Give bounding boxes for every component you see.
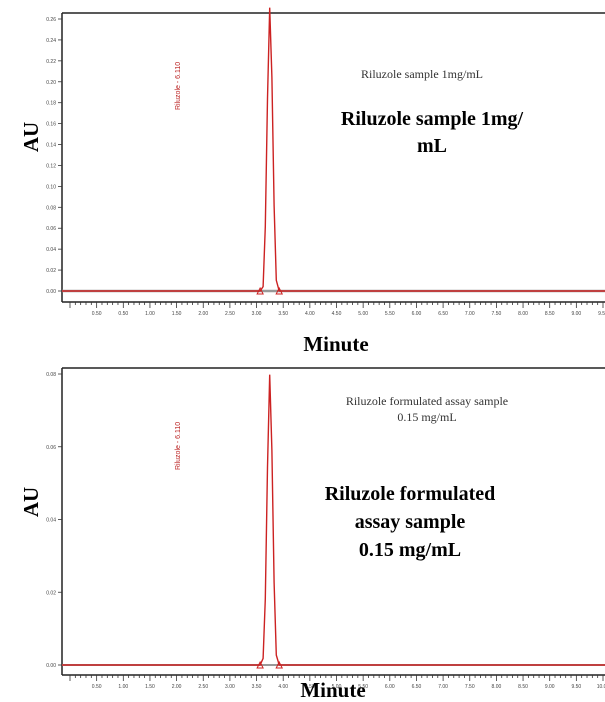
- peak-boundary-marker: [275, 660, 284, 669]
- chart-2-series-line: [62, 374, 605, 666]
- y-tick-label: 0.14: [46, 143, 56, 149]
- x-tick-label: 6.00: [385, 684, 395, 690]
- chart-2-x-axis-title: Minute: [300, 678, 365, 702]
- y-tick-label: 0.04: [46, 518, 56, 524]
- y-tick-label: 0.18: [46, 101, 56, 107]
- x-tick-label: 8.50: [545, 311, 555, 317]
- chart-1-x-ticks: 0.50 0.50 1.00 1.50 2.00 2.50 3.00 3.50 4.00 4.50…: [69, 302, 605, 317]
- y-tick-label: 0.02: [46, 268, 56, 274]
- x-tick-label: 0.50: [92, 311, 102, 317]
- x-tick-label: 9.50: [598, 311, 605, 317]
- x-tick-label: 1.00: [118, 684, 128, 690]
- x-tick-label: 9.50: [571, 684, 581, 690]
- x-tick-label: 9.00: [571, 311, 581, 317]
- chart-2-x-ticks: 0.50 1.00 1.50 2.00 2.50 3.00 3.50 4.00 4.50 5.00…: [69, 675, 605, 690]
- peak-boundary-marker: [256, 286, 264, 295]
- x-tick-label: 5.50: [385, 311, 395, 317]
- x-tick-label: 9.00: [545, 684, 555, 690]
- chart-1-peak-markers: [256, 286, 284, 295]
- x-tick-label: 3.00: [252, 311, 262, 317]
- x-tick-label: 7.50: [465, 684, 475, 690]
- x-tick-label: 4.50: [305, 684, 315, 690]
- x-tick-label: 8.50: [518, 684, 528, 690]
- y-tick-label: 0.04: [46, 247, 56, 253]
- y-tick-label: 0.12: [46, 163, 56, 169]
- chart-2-y-axis-title: AU: [19, 487, 43, 517]
- chart-1-peak-label: Riluzole - 6.110: [175, 62, 182, 110]
- chart-1-x-axis-title: Minute: [303, 332, 368, 356]
- x-tick-label: 7.00: [465, 311, 475, 317]
- x-tick-label: 6.50: [412, 684, 422, 690]
- x-tick-label: 2.50: [198, 684, 208, 690]
- y-tick-label: 0.06: [46, 226, 56, 232]
- x-tick-label: 1.00: [145, 311, 155, 317]
- y-tick-label: 0.08: [46, 205, 56, 211]
- x-tick-label: 0.50: [118, 311, 128, 317]
- x-tick-label: 4.00: [305, 311, 315, 317]
- chart-2-y-ticks: 0.00 0.02 0.04 0.06 0.08: [46, 372, 62, 669]
- y-tick-label: 0.02: [46, 590, 56, 596]
- chart-2-peak-markers: [256, 660, 284, 669]
- x-tick-label: 3.50: [278, 311, 288, 317]
- x-tick-label: 5.00: [358, 311, 368, 317]
- x-tick-label: 1.50: [145, 684, 155, 690]
- x-tick-label: 4.50: [332, 311, 342, 317]
- y-tick-label: 0.26: [46, 17, 56, 23]
- chart-1-y-axis-title: AU: [19, 122, 43, 152]
- chart-2-caption-line-3: 0.15 mg/mL: [359, 539, 461, 561]
- x-tick-label: 6.50: [438, 311, 448, 317]
- x-tick-label: 5.50: [358, 684, 368, 690]
- chart-1-legend-text: Riluzole sample 1mg/mL: [361, 67, 483, 81]
- chart-2-peak-label: Riluzole - 6.110: [175, 422, 182, 470]
- x-tick-label: 2.00: [172, 684, 182, 690]
- y-tick-label: 0.06: [46, 445, 56, 451]
- x-tick-label: 0.50: [92, 684, 102, 690]
- chart-2-legend-line-2: 0.15 mg/mL: [397, 410, 456, 424]
- x-tick-label: 1.50: [172, 311, 182, 317]
- x-tick-label: 7.00: [438, 684, 448, 690]
- chart-2: 0.00 0.02 0.04 0.06 0.08 0.50 1.00 1.50 2.00 2.5…: [19, 367, 605, 702]
- x-tick-label: 3.50: [252, 684, 262, 690]
- chart-1: 0.00 0.02 0.04 0.06 0.08 0.10 0.12 0.14 0.16 0.18…: [19, 7, 605, 356]
- chart-1-caption-line-1: Riluzole sample 1mg/: [341, 108, 524, 130]
- peak-boundary-marker: [256, 660, 264, 669]
- y-tick-label: 0.00: [46, 289, 56, 295]
- chart-2-caption-line-1: Riluzole formulated: [325, 483, 496, 505]
- chart-2-legend-line-1: Riluzole formulated assay sample: [346, 394, 508, 408]
- y-tick-label: 0.24: [46, 38, 56, 44]
- y-tick-label: 0.00: [46, 663, 56, 669]
- chart-1-series-line: [62, 7, 605, 292]
- x-tick-label: 5.00: [332, 684, 342, 690]
- y-tick-label: 0.08: [46, 372, 56, 378]
- x-tick-label: 8.00: [518, 311, 528, 317]
- x-tick-label: 6.00: [412, 311, 422, 317]
- peak-boundary-marker: [275, 286, 284, 295]
- y-tick-label: 0.20: [46, 80, 56, 86]
- x-tick-label: 10.00: [597, 684, 605, 690]
- x-tick-label: 2.50: [225, 311, 235, 317]
- y-tick-label: 0.16: [46, 122, 56, 128]
- chart-2-caption-line-2: assay sample: [355, 511, 466, 533]
- x-tick-label: 7.50: [492, 311, 502, 317]
- y-tick-label: 0.22: [46, 59, 56, 65]
- chart-1-caption-line-2: mL: [417, 135, 447, 157]
- x-tick-label: 4.00: [278, 684, 288, 690]
- x-tick-label: 3.00: [225, 684, 235, 690]
- x-tick-label: 2.00: [198, 311, 208, 317]
- chart-1-y-ticks: 0.00 0.02 0.04 0.06 0.08 0.10 0.12 0.14 0.16 0.18…: [46, 17, 62, 295]
- x-tick-label: 8.00: [492, 684, 502, 690]
- y-tick-label: 0.10: [46, 184, 56, 190]
